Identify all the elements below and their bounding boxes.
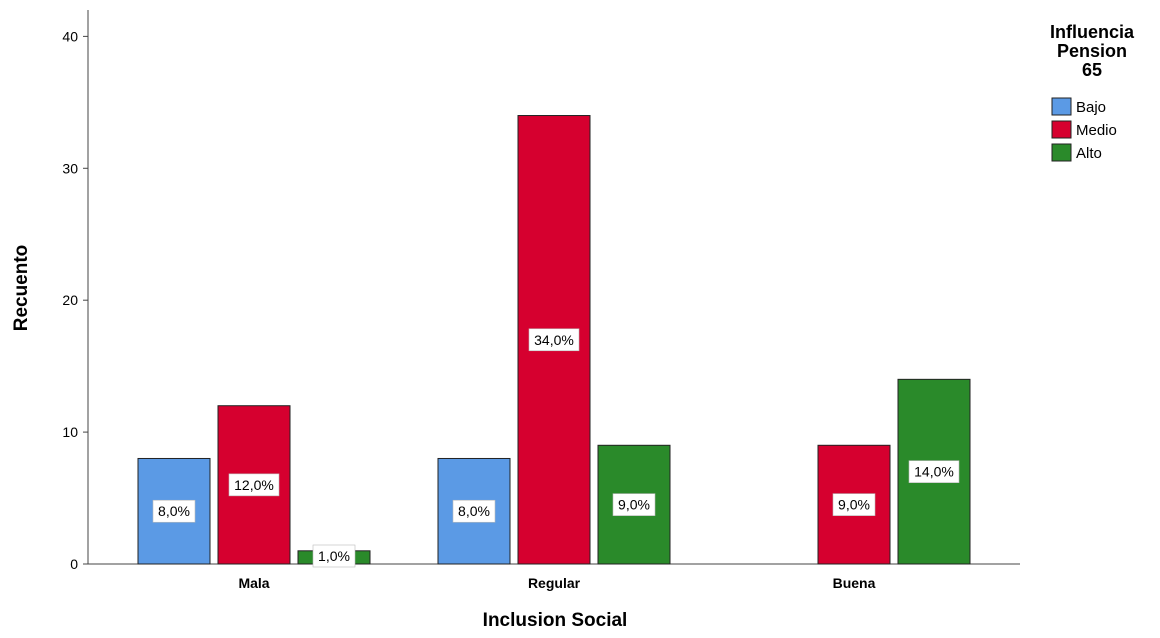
legend-title-line: Influencia (1050, 22, 1135, 42)
legend-swatch-medio (1051, 120, 1072, 139)
legend-swatch-bajo (1051, 97, 1072, 116)
data-label: 14,0% (914, 464, 954, 480)
legend-label-alto: Alto (1076, 145, 1102, 162)
data-labels: 8,0% 12,0% 1,0% 8,0% 34,0% 9,0% 9,0% 14,0% (152, 328, 960, 568)
data-label-box (908, 460, 960, 483)
data-label: 34,0% (534, 332, 574, 348)
data-label-box (312, 544, 356, 568)
x-tick-label: Mala (238, 575, 269, 591)
legend-label-medio: Medio (1076, 122, 1117, 139)
y-tick-label: 10 (62, 424, 78, 440)
data-label: 9,0% (618, 497, 650, 513)
legend-title-line: 65 (1082, 60, 1102, 80)
data-label-box (832, 493, 876, 516)
data-label: 8,0% (158, 503, 190, 519)
x-axis-title: Inclusion Social (483, 610, 628, 631)
data-label: 1,0% (318, 548, 350, 564)
x-tick-label: Regular (528, 575, 581, 591)
data-label-box (452, 499, 496, 523)
data-label-box (612, 493, 656, 516)
data-label-box (228, 473, 280, 497)
y-axis-title: Recuento (11, 245, 32, 332)
y-tick-label: 40 (62, 28, 78, 44)
data-label: 12,0% (234, 477, 274, 493)
data-label-box (528, 328, 580, 352)
data-label: 9,0% (838, 497, 870, 513)
x-tick-label: Buena (833, 575, 876, 591)
y-tick-label: 30 (62, 160, 78, 176)
legend-title-line: Pension (1057, 41, 1127, 61)
legend-swatch-alto (1051, 143, 1072, 162)
y-tick-label: 0 (70, 556, 78, 572)
data-label-box (152, 499, 196, 523)
legend-label-bajo: Bajo (1076, 99, 1106, 116)
data-label: 8,0% (458, 503, 490, 519)
y-tick-label: 20 (62, 292, 78, 308)
